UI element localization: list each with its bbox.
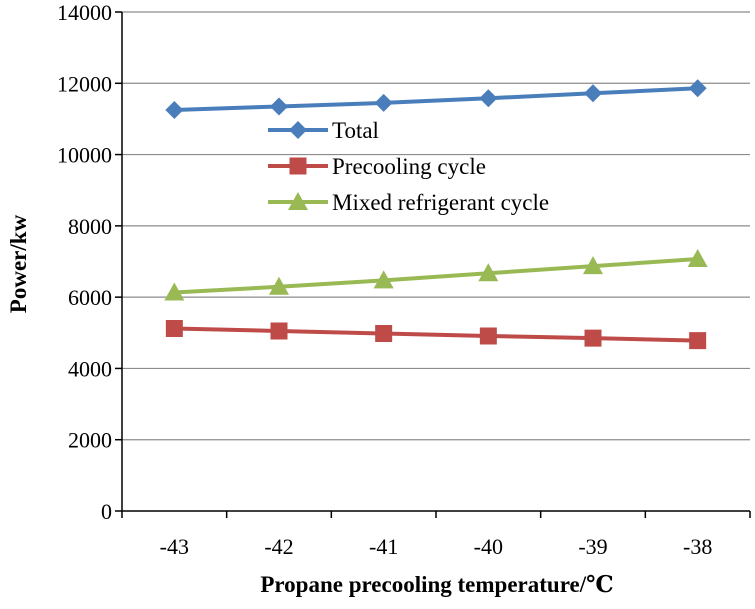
- series-mixed-refrigerant-cycle: [164, 249, 708, 301]
- x-tick-label: -39: [578, 534, 607, 559]
- legend-item: Mixed refrigerant cycle: [268, 190, 549, 215]
- series-group: [164, 79, 708, 350]
- data-point: [479, 327, 497, 345]
- data-point: [269, 276, 289, 295]
- legend: Total Precooling cycle Mixed refrigerant c…: [268, 118, 549, 215]
- data-point: [270, 97, 288, 116]
- legend-item: Precooling cycle: [268, 154, 486, 179]
- data-point: [373, 270, 394, 289]
- y-tick-label: 0: [101, 499, 112, 524]
- data-point: [375, 324, 393, 342]
- data-point: [478, 263, 499, 282]
- y-axis-title: Power/kw: [6, 214, 31, 313]
- x-tick-label: -40: [474, 534, 503, 559]
- y-tick-label: 8000: [68, 214, 112, 239]
- data-point: [689, 332, 707, 350]
- data-point: [584, 84, 602, 103]
- legend-label: Mixed refrigerant cycle: [332, 190, 549, 215]
- data-point: [688, 79, 707, 98]
- x-tick-label: -41: [369, 534, 398, 559]
- data-point: [479, 89, 498, 108]
- y-tick-label: 2000: [68, 428, 112, 453]
- axes: 0 2000 4000 6000 8000 10000 12000 14000 -43 -42 -4…: [57, 0, 751, 559]
- data-point: [374, 93, 393, 112]
- x-axis-title: Propane precooling temperature/℃: [260, 572, 613, 597]
- data-point: [583, 256, 603, 275]
- legend-marker: [289, 121, 307, 139]
- legend-item: Total: [268, 118, 379, 143]
- x-tick-label: -43: [160, 534, 189, 559]
- legend-marker: [288, 192, 308, 210]
- x-tick-label: -42: [264, 534, 293, 559]
- y-tick-label: 6000: [68, 285, 112, 310]
- data-point: [584, 329, 602, 347]
- legend-label: Precooling cycle: [332, 154, 486, 179]
- data-point: [270, 322, 288, 340]
- series-line: [174, 326, 698, 343]
- y-tick-label: 4000: [68, 356, 112, 381]
- legend-label: Total: [332, 118, 379, 143]
- series-line: [174, 86, 698, 113]
- legend-marker: [289, 157, 307, 175]
- data-point: [687, 249, 708, 268]
- series-line: [174, 257, 698, 295]
- y-tick-label: 10000: [57, 143, 112, 168]
- series-total: [165, 79, 707, 120]
- data-point: [165, 101, 184, 120]
- y-tick-label: 12000: [57, 71, 112, 96]
- data-point: [164, 282, 185, 301]
- x-tick-label: -38: [683, 534, 712, 559]
- series-precooling-cycle: [165, 320, 707, 350]
- data-point: [165, 320, 183, 338]
- gridlines: [122, 11, 750, 441]
- y-tick-label: 14000: [57, 0, 112, 25]
